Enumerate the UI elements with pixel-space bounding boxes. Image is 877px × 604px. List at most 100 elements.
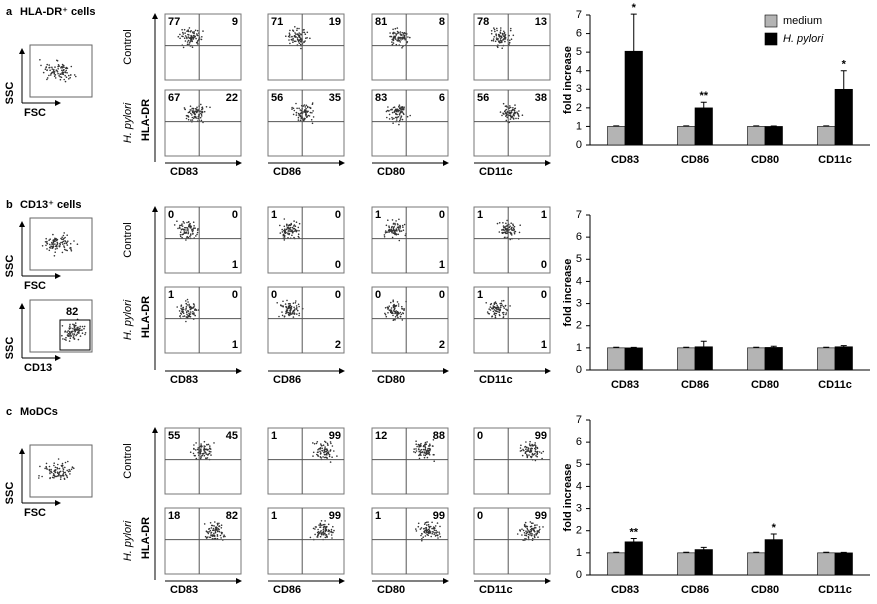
event-dot [54,248,57,250]
event-dot [288,305,291,308]
event-dot [203,110,206,113]
event-dot [53,68,55,71]
event-dot [299,43,302,46]
y-tick-label: 2 [576,525,582,537]
event-dot [81,329,83,331]
x-tick-label: CD86 [681,379,709,391]
event-dot [425,532,427,534]
event-dot [73,74,76,76]
event-dot [488,308,491,310]
event-dot [54,66,56,68]
event-dot [69,332,72,335]
event-dot [59,476,62,478]
event-dot [327,530,330,533]
event-dot [189,227,192,229]
event-dot [200,113,203,116]
event-dot [296,313,298,315]
event-dot [61,72,64,75]
event-dot [320,444,323,447]
event-dot [306,37,308,39]
event-dot [396,223,399,225]
event-dot [387,231,389,233]
event-dot [397,233,400,236]
event-dot [216,522,219,525]
event-dot [502,313,505,316]
event-dot [51,241,53,244]
event-dot [179,231,182,233]
event-dot [286,223,288,226]
row-label: Control [122,443,134,478]
event-dot [189,40,192,42]
event-dot [190,119,192,121]
event-dot [49,247,52,249]
event-dot [205,537,208,539]
significance: * [772,522,777,534]
event-dot [509,105,511,107]
event-dot [179,235,182,238]
event-dot [192,110,195,112]
event-dot [186,43,189,46]
event-dot [68,330,71,333]
event-dot [509,110,511,112]
gate-y-label: SSC [4,82,16,105]
event-dot [393,308,396,311]
event-dot [289,312,292,315]
event-dot [503,30,505,33]
event-dot [298,114,301,117]
event-dot [297,233,300,235]
y-tick-label: 4 [576,65,582,77]
event-dot [52,473,55,475]
event-dot [494,314,497,317]
event-dot [281,231,284,233]
event-dot [291,106,293,109]
bar [607,347,626,371]
event-dot [400,33,402,36]
event-dot [436,522,439,524]
event-dot [45,465,47,468]
event-dot [535,534,537,536]
event-dot [402,34,405,36]
event-dot [510,111,513,114]
event-dot [416,445,418,448]
event-dot [504,231,506,234]
gate-value: 82 [66,306,78,318]
event-dot [62,243,64,245]
event-dot [319,535,322,538]
event-dot [415,450,418,452]
event-dot [193,313,195,316]
event-dot [68,468,70,471]
event-dot [319,450,321,453]
y-tick-label: 0 [576,364,582,376]
bar [834,346,853,371]
error-bar [753,346,760,348]
event-dot [413,448,416,450]
event-dot [505,222,507,225]
event-dot [492,305,495,307]
event-dot [187,29,189,31]
row-label: H. pylori [122,299,134,340]
event-dot [196,40,199,42]
event-dot [425,443,428,446]
event-dot [46,63,48,66]
y-tick-label: 1 [576,342,582,354]
event-dot [190,308,192,310]
event-dot [529,455,532,458]
quadrant-value: 71 [271,16,283,28]
event-dot [425,521,428,524]
error-bar [823,346,830,348]
event-dot [439,525,441,528]
event-dot [49,66,51,69]
quadrant-value: 55 [168,430,180,442]
event-dot [515,117,517,120]
event-dot [522,529,525,532]
event-dot [325,526,327,529]
event-dot [66,72,68,74]
quadrant-value: 0 [477,430,483,442]
event-dot [394,109,397,111]
event-dot [204,535,207,538]
quadrant-value: 1 [375,510,381,522]
event-dot [509,225,511,227]
event-dot [527,537,530,539]
event-dot [196,33,198,35]
event-dot [534,447,536,450]
